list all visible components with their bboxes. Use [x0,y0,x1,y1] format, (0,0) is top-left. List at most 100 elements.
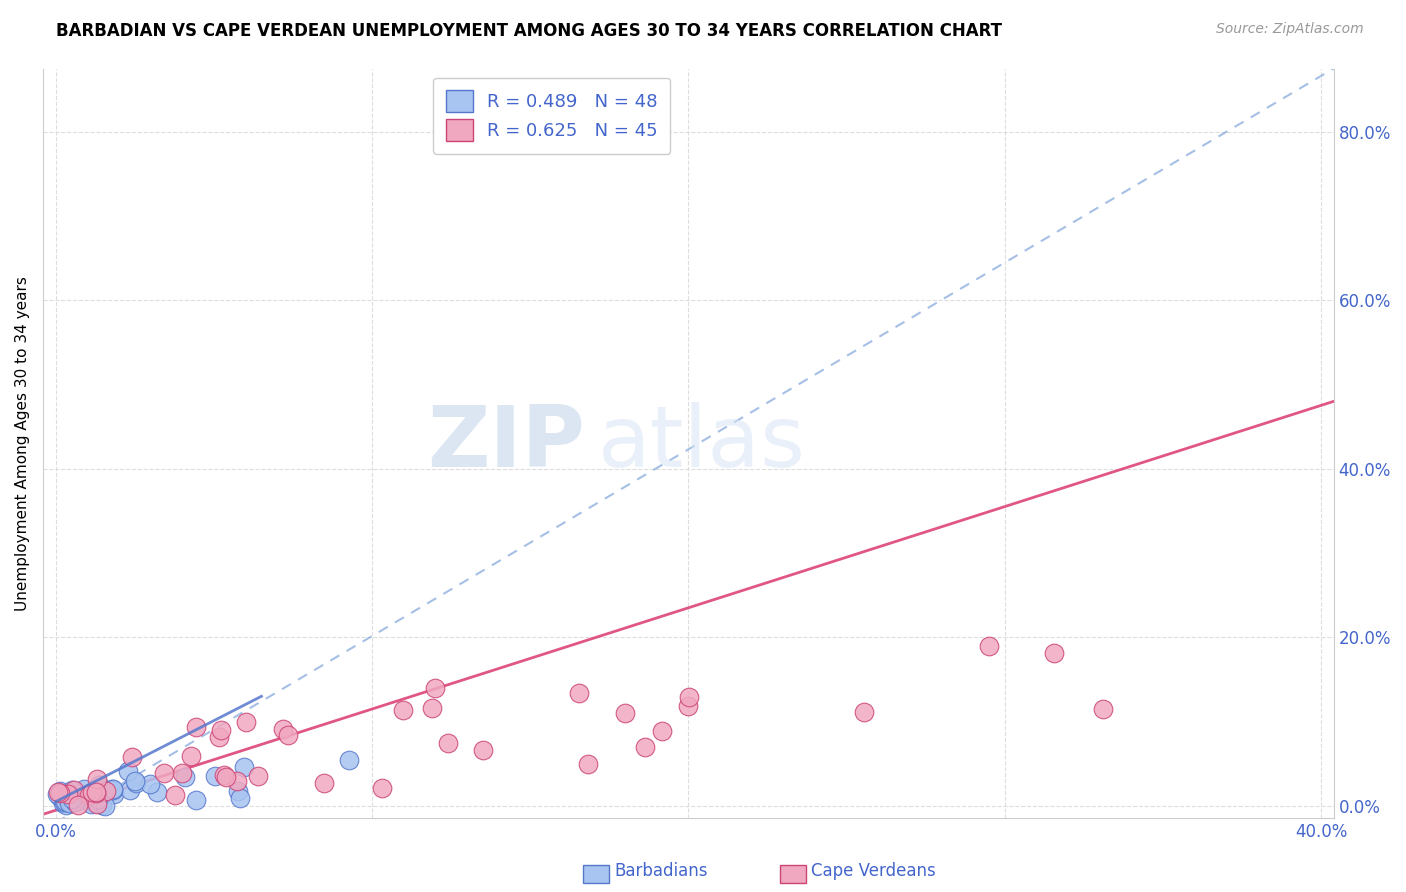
Point [678,690,700,704]
Point [337,753,360,767]
Point [45,787,67,801]
Point [49,784,72,798]
Point [173,771,195,785]
Point [271,723,294,737]
Point [87,778,110,792]
Point [79,797,101,812]
Point [215,770,238,784]
Point [226,784,249,798]
Point [614,706,637,720]
Point [425,681,447,695]
Point [170,766,193,780]
Point [209,723,232,738]
Point [69,789,91,803]
Point [63,795,86,809]
Point [146,785,169,799]
Point [853,706,876,720]
Point [634,739,657,754]
Text: ZIP: ZIP [427,402,585,485]
Point [59,796,82,810]
Point [79,791,101,805]
Point [226,774,249,789]
Point [676,698,699,713]
Point [90,795,112,809]
Point [436,736,458,750]
Point [277,728,299,742]
Point [229,791,252,805]
Point [79,792,101,806]
Text: Source: ZipAtlas.com: Source: ZipAtlas.com [1216,22,1364,37]
Point [371,780,394,795]
Point [180,748,202,763]
Legend: R = 0.489   N = 48, R = 0.625   N = 45: R = 0.489 N = 48, R = 0.625 N = 45 [433,78,671,154]
Point [86,797,108,811]
Point [87,792,110,806]
Point [101,781,124,796]
Point [53,794,76,808]
Text: Cape Verdeans: Cape Verdeans [811,863,936,880]
Point [86,772,108,786]
Point [233,759,256,773]
Point [208,730,231,744]
Point [58,796,80,810]
Point [246,769,269,783]
Point [52,787,75,801]
Point [101,781,124,796]
Point [212,768,235,782]
Point [117,764,139,778]
Point [153,766,176,780]
Point [576,757,599,772]
Point [1091,702,1114,716]
Point [49,786,72,800]
Point [186,720,208,734]
Point [52,797,75,811]
Point [67,798,90,813]
Point [60,792,83,806]
Point [1043,646,1066,660]
Point [72,781,94,796]
Point [422,701,444,715]
Point [82,785,104,799]
Point [163,788,186,802]
Point [55,798,77,813]
Point [73,788,96,802]
Point [472,743,495,757]
Point [65,794,87,808]
Point [91,785,114,799]
Point [120,782,142,797]
Point [60,782,83,797]
Point [63,782,86,797]
Text: Barbadians: Barbadians [614,863,709,880]
Y-axis label: Unemployment Among Ages 30 to 34 years: Unemployment Among Ages 30 to 34 years [15,276,30,611]
Text: atlas: atlas [598,402,806,485]
Point [48,789,70,803]
Point [314,776,336,790]
Point [79,788,101,802]
Text: BARBADIAN VS CAPE VERDEAN UNEMPLOYMENT AMONG AGES 30 TO 34 YEARS CORRELATION CHA: BARBADIAN VS CAPE VERDEAN UNEMPLOYMENT A… [56,22,1002,40]
Point [121,750,143,764]
Point [90,797,112,812]
Point [184,793,207,807]
Point [59,795,82,809]
Point [86,787,108,801]
Point [392,702,415,716]
Point [56,787,79,801]
Point [84,786,107,800]
Point [62,790,84,805]
Point [139,777,162,791]
Point [103,783,125,797]
Point [73,792,96,806]
Point [93,798,115,813]
Point [103,788,125,802]
Point [235,714,257,729]
Point [46,785,69,799]
Point [84,785,107,799]
Point [53,795,76,809]
Point [568,685,591,699]
Point [977,639,1000,653]
Point [94,784,117,798]
Point [204,769,226,783]
Point [124,773,146,788]
Point [651,723,673,738]
Point [124,776,146,790]
